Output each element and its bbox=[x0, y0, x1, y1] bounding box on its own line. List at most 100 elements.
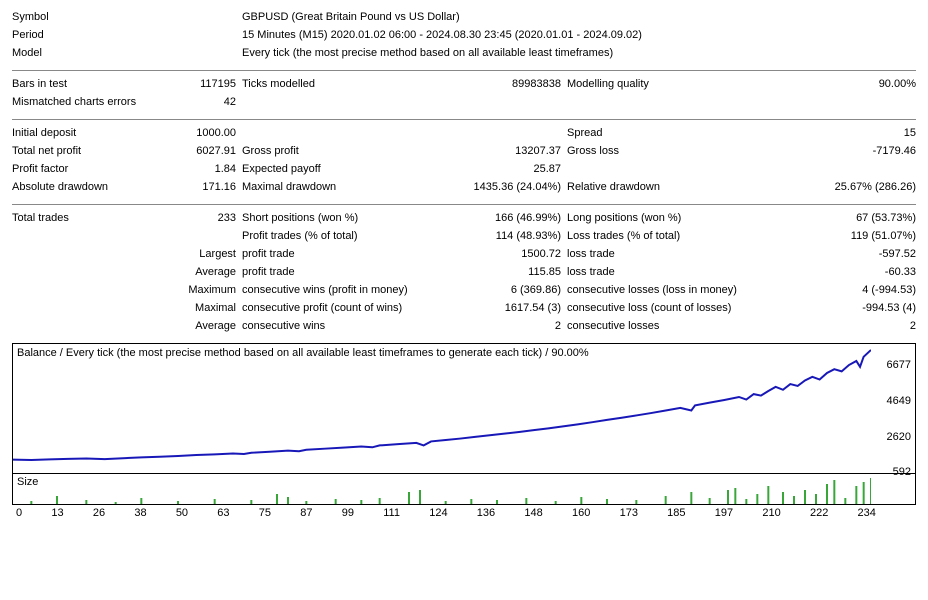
x-label: 99 bbox=[342, 507, 354, 519]
bars-section: Bars in test 117195 Ticks modelled 89983… bbox=[12, 75, 916, 111]
balance-chart: Balance / Every tick (the most precise m… bbox=[12, 343, 916, 505]
x-label: 197 bbox=[715, 507, 733, 519]
x-label: 75 bbox=[259, 507, 271, 519]
modelling-quality-value: 90.00% bbox=[762, 75, 916, 93]
max-cons-losses-value: 4 (-994.53) bbox=[762, 281, 916, 299]
x-label: 136 bbox=[477, 507, 495, 519]
gross-loss-label: Gross loss bbox=[567, 142, 762, 160]
max-cons-loss-value: -994.53 (4) bbox=[762, 299, 916, 317]
symbol-label: Symbol bbox=[12, 8, 137, 26]
gross-profit-value: 13207.37 bbox=[437, 142, 567, 160]
x-label: 63 bbox=[217, 507, 229, 519]
total-trades-value: 233 bbox=[137, 209, 242, 227]
y-axis-labels: 667746492620592 bbox=[871, 344, 911, 473]
avg-cons-losses-label: consecutive losses bbox=[567, 317, 762, 335]
x-axis-labels: 0 13 26 38 50 63 75 87 99 111 124 136 148 160 173 185 19… bbox=[12, 505, 916, 519]
bars-in-test-value: 117195 bbox=[137, 75, 242, 93]
x-label: 50 bbox=[176, 507, 188, 519]
avg-cons-wins-label: consecutive wins bbox=[242, 317, 437, 335]
mismatched-value: 42 bbox=[137, 93, 242, 111]
bars-in-test-label: Bars in test bbox=[12, 75, 137, 93]
modelling-quality-label: Modelling quality bbox=[567, 75, 762, 93]
ticks-modelled-value: 89983838 bbox=[437, 75, 567, 93]
average-profit-label: profit trade bbox=[242, 263, 437, 281]
short-pos-label: Short positions (won %) bbox=[242, 209, 437, 227]
x-label: 185 bbox=[667, 507, 685, 519]
profit-trades-label: Profit trades (% of total) bbox=[242, 227, 437, 245]
max-cons-profit-label: consecutive profit (count of wins) bbox=[242, 299, 437, 317]
max-cons-profit-value: 1617.54 (3) bbox=[437, 299, 567, 317]
deposit-section: Initial deposit 1000.00 Spread 15 Total … bbox=[12, 124, 916, 196]
y-label: 4649 bbox=[887, 395, 911, 407]
spread-label: Spread bbox=[567, 124, 762, 142]
initial-deposit-value: 1000.00 bbox=[137, 124, 242, 142]
ticks-modelled-label: Ticks modelled bbox=[242, 75, 437, 93]
maximal-dd-label: Maximal drawdown bbox=[242, 178, 437, 196]
symbol-value: GBPUSD (Great Britain Pound vs US Dollar… bbox=[242, 8, 460, 26]
long-pos-value: 67 (53.73%) bbox=[762, 209, 916, 227]
x-label: 0 bbox=[16, 507, 22, 519]
avg-cons-wins-value: 2 bbox=[437, 317, 567, 335]
absolute-dd-value: 171.16 bbox=[137, 178, 242, 196]
model-value: Every tick (the most precise method base… bbox=[242, 44, 613, 62]
gross-loss-value: -7179.46 bbox=[762, 142, 916, 160]
expected-payoff-value: 25.87 bbox=[437, 160, 567, 178]
size-bars-svg bbox=[13, 474, 871, 504]
avg2-label: Average bbox=[137, 317, 242, 335]
short-pos-value: 166 (46.99%) bbox=[437, 209, 567, 227]
long-pos-label: Long positions (won %) bbox=[567, 209, 762, 227]
total-trades-label: Total trades bbox=[12, 209, 137, 227]
model-label: Model bbox=[12, 44, 137, 62]
balance-line-svg bbox=[13, 344, 871, 473]
y-label: 6677 bbox=[887, 359, 911, 371]
avg-cons-losses-value: 2 bbox=[762, 317, 916, 335]
total-net-profit-label: Total net profit bbox=[12, 142, 137, 160]
maximal-dd-value: 1435.36 (24.04%) bbox=[437, 178, 567, 196]
gross-profit-label: Gross profit bbox=[242, 142, 437, 160]
maximal-label: Maximal bbox=[137, 299, 242, 317]
relative-dd-value: 25.67% (286.26) bbox=[762, 178, 916, 196]
largest-loss-label: loss trade bbox=[567, 245, 762, 263]
average-label: Average bbox=[137, 263, 242, 281]
x-label: 160 bbox=[572, 507, 590, 519]
largest-profit-label: profit trade bbox=[242, 245, 437, 263]
loss-trades-label: Loss trades (% of total) bbox=[567, 227, 762, 245]
x-label: 148 bbox=[524, 507, 542, 519]
profit-factor-label: Profit factor bbox=[12, 160, 137, 178]
x-label: 234 bbox=[858, 507, 876, 519]
profit-factor-value: 1.84 bbox=[137, 160, 242, 178]
period-value: 15 Minutes (M15) 2020.01.02 06:00 - 2024… bbox=[242, 26, 642, 44]
max-cons-wins-value: 6 (369.86) bbox=[437, 281, 567, 299]
profit-trades-value: 114 (48.93%) bbox=[437, 227, 567, 245]
average-loss-label: loss trade bbox=[567, 263, 762, 281]
x-label: 124 bbox=[429, 507, 447, 519]
max-cons-losses-label: consecutive losses (loss in money) bbox=[567, 281, 762, 299]
absolute-dd-label: Absolute drawdown bbox=[12, 178, 137, 196]
x-label: 210 bbox=[762, 507, 780, 519]
x-label: 26 bbox=[93, 507, 105, 519]
spread-value: 15 bbox=[762, 124, 916, 142]
initial-deposit-label: Initial deposit bbox=[12, 124, 137, 142]
x-label: 173 bbox=[620, 507, 638, 519]
max-cons-wins-label: consecutive wins (profit in money) bbox=[242, 281, 437, 299]
largest-label: Largest bbox=[137, 245, 242, 263]
max-cons-loss-label: consecutive loss (count of losses) bbox=[567, 299, 762, 317]
relative-dd-label: Relative drawdown bbox=[567, 178, 762, 196]
expected-payoff-label: Expected payoff bbox=[242, 160, 437, 178]
x-label: 222 bbox=[810, 507, 828, 519]
largest-profit-value: 1500.72 bbox=[437, 245, 567, 263]
x-label: 38 bbox=[134, 507, 146, 519]
x-label: 87 bbox=[300, 507, 312, 519]
header-section: Symbol GBPUSD (Great Britain Pound vs US… bbox=[12, 8, 916, 62]
x-label: 13 bbox=[51, 507, 63, 519]
x-label: 111 bbox=[383, 507, 400, 519]
average-loss-value: -60.33 bbox=[762, 263, 916, 281]
largest-loss-value: -597.52 bbox=[762, 245, 916, 263]
mismatched-label: Mismatched charts errors bbox=[12, 93, 137, 111]
y-label: 2620 bbox=[887, 431, 911, 443]
loss-trades-value: 119 (51.07%) bbox=[762, 227, 916, 245]
maximum-label: Maximum bbox=[137, 281, 242, 299]
total-net-profit-value: 6027.91 bbox=[137, 142, 242, 160]
period-label: Period bbox=[12, 26, 137, 44]
trades-section: Total trades 233 Short positions (won %)… bbox=[12, 209, 916, 335]
